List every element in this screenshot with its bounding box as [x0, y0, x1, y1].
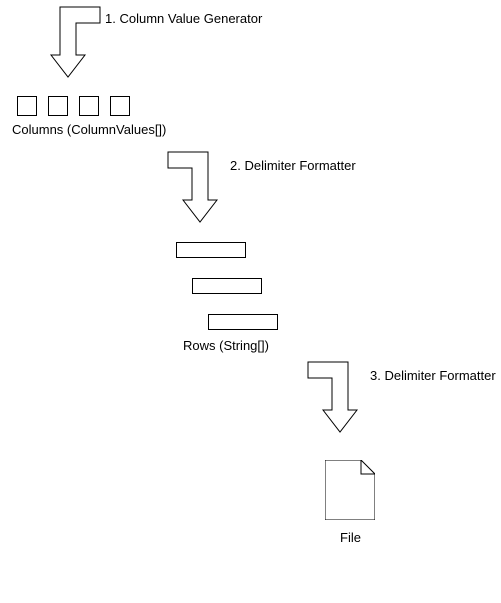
arrow-step3 — [0, 0, 501, 603]
file-icon — [325, 460, 375, 520]
step3-label: 3. Delimiter Formatter — [370, 368, 496, 383]
diagram-canvas: 1. Column Value Generator Columns (Colum… — [0, 0, 501, 603]
file-label: File — [340, 530, 361, 545]
